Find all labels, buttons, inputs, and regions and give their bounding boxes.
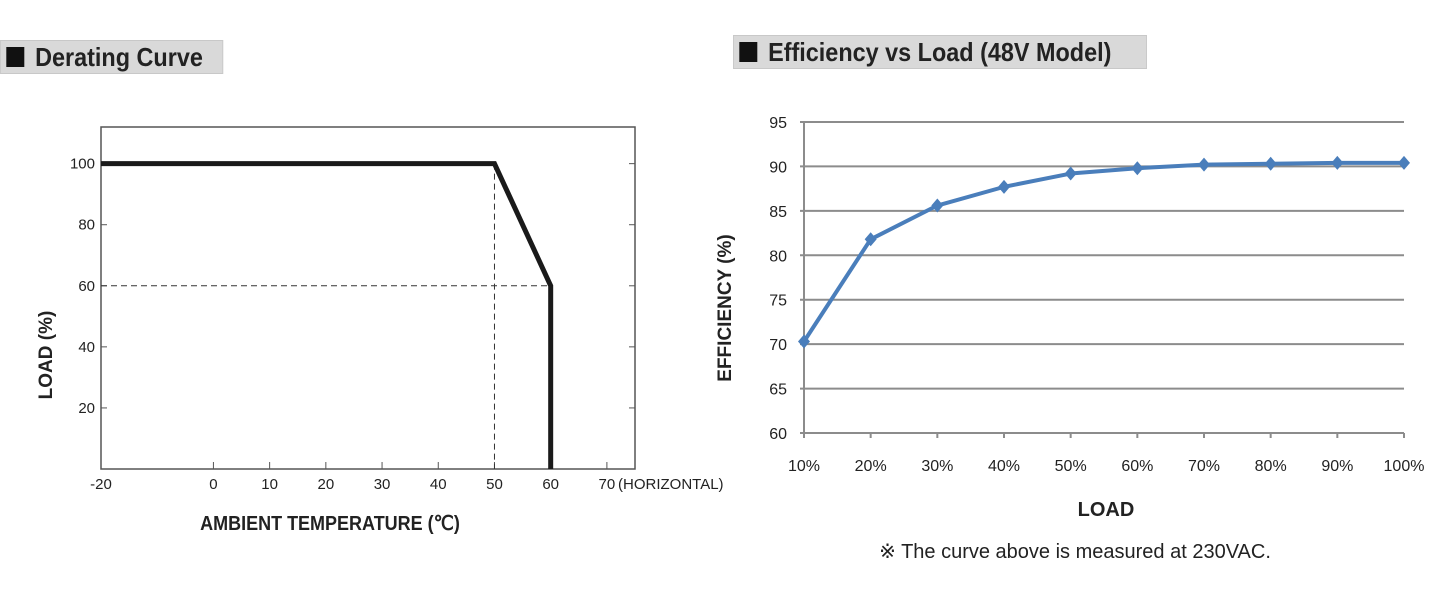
x-tick-label: 70 — [599, 476, 616, 493]
data-point-diamond — [1131, 161, 1144, 176]
derating-title: Derating Curve — [35, 41, 203, 72]
data-point-diamond — [864, 232, 877, 247]
x-tick-label: 50% — [1055, 458, 1087, 475]
x-tick-label: 20% — [855, 458, 887, 475]
x-tick-label: -20 — [90, 476, 112, 493]
derating-curve-line — [101, 161, 554, 469]
y-tick-label: 70 — [769, 337, 787, 354]
y-tick-label: 60 — [769, 426, 787, 443]
y-tick-label: 85 — [769, 204, 787, 221]
square-bullet-icon — [6, 47, 25, 67]
x-tick-label: 60 — [542, 476, 559, 493]
data-point-diamond — [798, 334, 810, 349]
derating-x-label: AMBIENT TEMPERATURE (℃) — [200, 513, 460, 535]
x-tick-label: 70% — [1188, 458, 1220, 475]
derating-y-label: LOAD (%) — [36, 311, 57, 400]
y-tick-label: 75 — [769, 293, 787, 310]
x-tick-label: 100% — [1384, 458, 1425, 475]
y-tick-label: 80 — [78, 217, 95, 234]
y-tick-label: 100 — [70, 156, 95, 173]
efficiency-title: Efficiency vs Load (48V Model) — [768, 36, 1112, 67]
square-bullet-icon — [739, 42, 758, 62]
plot-frame — [100, 126, 636, 470]
efficiency-title-banner: Efficiency vs Load (48V Model) — [733, 35, 1147, 69]
data-point-diamond — [931, 198, 944, 213]
x-tick-label: 10% — [788, 458, 820, 475]
y-tick-label: 90 — [769, 159, 787, 176]
data-point-diamond — [998, 179, 1010, 194]
efficiency-note: ※ The curve above is measured at 230VAC. — [879, 541, 1271, 563]
x-tick-label: 10 — [261, 476, 278, 493]
x-tick-label: 40 — [430, 476, 447, 493]
efficiency-curve-line — [802, 160, 1404, 343]
x-tick-label: 50 — [486, 476, 503, 493]
data-point-diamond — [1064, 166, 1077, 181]
x-tick-label: 0 — [209, 476, 217, 493]
derating-x-note: (HORIZONTAL) — [618, 476, 724, 493]
x-tick-label: 30% — [921, 458, 953, 475]
x-tick-label: 30 — [374, 476, 391, 493]
data-point-diamond — [1398, 155, 1410, 170]
data-point-diamond — [1331, 155, 1344, 170]
x-tick-label: 60% — [1121, 458, 1153, 475]
derating-title-banner: Derating Curve — [0, 40, 224, 74]
efficiency-y-label: EFFICIENCY (%) — [715, 234, 736, 381]
y-tick-label: 40 — [78, 339, 95, 356]
x-tick-label: 80% — [1255, 458, 1287, 475]
y-tick-label: 60 — [78, 278, 95, 295]
y-tick-label: 95 — [769, 115, 787, 132]
efficiency-x-label: LOAD — [1078, 499, 1135, 521]
data-point-diamond — [1264, 156, 1277, 171]
data-point-diamond — [1198, 157, 1210, 172]
y-tick-label: 20 — [78, 400, 95, 417]
x-tick-label: 20 — [317, 476, 334, 493]
y-tick-label: 80 — [769, 248, 787, 265]
x-tick-label: 40% — [988, 458, 1020, 475]
x-tick-label: 90% — [1321, 458, 1353, 475]
y-tick-label: 65 — [769, 382, 787, 399]
